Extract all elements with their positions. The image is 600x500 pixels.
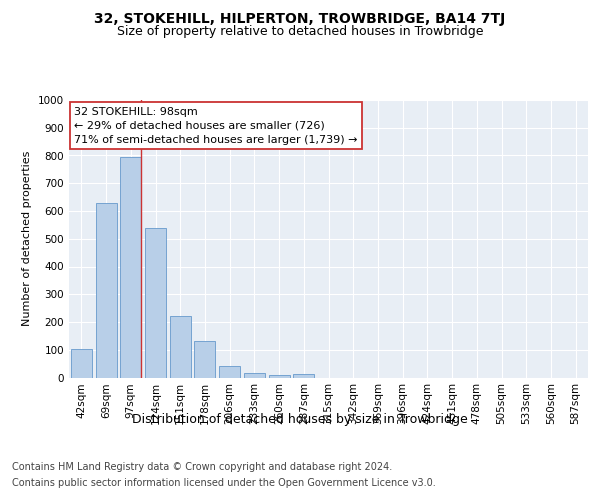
Bar	[145, 228, 166, 378]
Bar	[120, 158, 141, 378]
Bar	[95, 203, 116, 378]
Bar	[194, 340, 215, 378]
Bar	[293, 374, 314, 378]
Text: Contains public sector information licensed under the Open Government Licence v3: Contains public sector information licen…	[12, 478, 436, 488]
Bar	[269, 374, 290, 378]
Bar	[244, 372, 265, 378]
Text: Contains HM Land Registry data © Crown copyright and database right 2024.: Contains HM Land Registry data © Crown c…	[12, 462, 392, 472]
Text: 32 STOKEHILL: 98sqm
← 29% of detached houses are smaller (726)
71% of semi-detac: 32 STOKEHILL: 98sqm ← 29% of detached ho…	[74, 107, 358, 145]
Text: Size of property relative to detached houses in Trowbridge: Size of property relative to detached ho…	[117, 25, 483, 38]
Bar	[219, 366, 240, 378]
Y-axis label: Number of detached properties: Number of detached properties	[22, 151, 32, 326]
Text: 32, STOKEHILL, HILPERTON, TROWBRIDGE, BA14 7TJ: 32, STOKEHILL, HILPERTON, TROWBRIDGE, BA…	[94, 12, 506, 26]
Text: Distribution of detached houses by size in Trowbridge: Distribution of detached houses by size …	[132, 412, 468, 426]
Bar	[71, 349, 92, 378]
Bar	[170, 316, 191, 378]
